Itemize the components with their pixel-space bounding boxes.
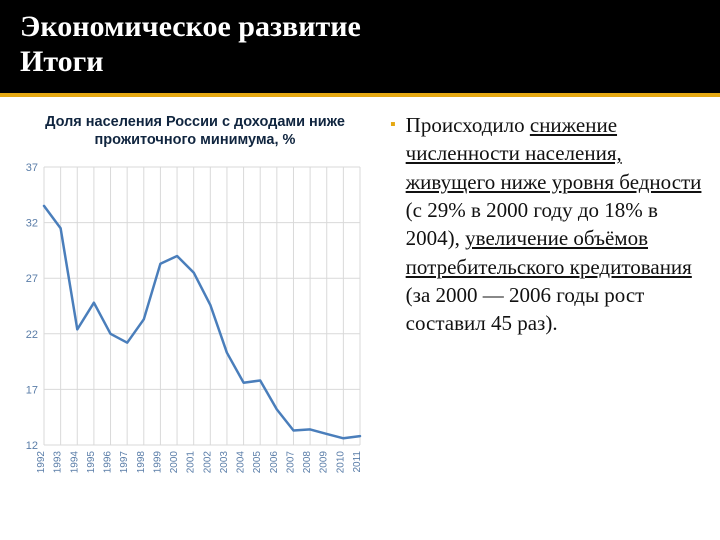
svg-text:1993: 1993 <box>53 451 64 474</box>
slide-body: Доля населения России с доходами ниже пр… <box>0 97 720 497</box>
bullet-marker-icon: ▪ <box>390 114 396 136</box>
chart-column: Доля населения России с доходами ниже пр… <box>10 107 380 487</box>
svg-text:2011: 2011 <box>352 451 363 473</box>
svg-text:2004: 2004 <box>236 451 247 474</box>
slide-header: Экономическое развитие Итоги <box>0 0 720 97</box>
bullet-text-fragment: (за 2000 — 2006 годы рост составил 45 ра… <box>406 283 645 335</box>
slide-title: Экономическое развитие Итоги <box>20 10 700 79</box>
bullet-item: ▪ Происходило снижение численности насел… <box>390 111 702 338</box>
svg-text:2008: 2008 <box>302 451 313 474</box>
title-line-1: Экономическое развитие <box>20 10 361 43</box>
svg-text:17: 17 <box>26 385 38 397</box>
svg-text:1994: 1994 <box>69 451 80 474</box>
svg-text:37: 37 <box>26 162 38 174</box>
text-column: ▪ Происходило снижение численности насел… <box>390 107 702 487</box>
line-chart: 12 17 22 27 32 37 1992 1993 1994 1995 1996 1997 1998… <box>10 157 370 487</box>
svg-text:1998: 1998 <box>136 451 147 474</box>
svg-text:2010: 2010 <box>335 451 346 474</box>
svg-text:1992: 1992 <box>36 451 47 474</box>
svg-text:2003: 2003 <box>219 451 230 474</box>
svg-text:2000: 2000 <box>169 451 180 474</box>
title-line-2: Итоги <box>20 45 104 78</box>
svg-text:1999: 1999 <box>152 451 163 474</box>
bullet-text: Происходило снижение численности населен… <box>406 111 702 338</box>
chart-svg: 12 17 22 27 32 37 1992 1993 1994 1995 1996 1997 1998… <box>10 157 370 487</box>
svg-text:2002: 2002 <box>202 451 213 474</box>
svg-text:2005: 2005 <box>252 451 263 474</box>
svg-text:2009: 2009 <box>319 451 330 474</box>
svg-text:22: 22 <box>26 329 38 341</box>
bullet-text-fragment: Происходило <box>406 113 530 137</box>
svg-text:2007: 2007 <box>285 451 296 474</box>
svg-text:2001: 2001 <box>186 451 197 474</box>
svg-text:12: 12 <box>26 440 38 452</box>
svg-text:1995: 1995 <box>86 451 97 474</box>
svg-text:1997: 1997 <box>119 451 130 474</box>
svg-text:27: 27 <box>26 273 38 285</box>
svg-text:2006: 2006 <box>269 451 280 474</box>
svg-text:32: 32 <box>26 218 38 230</box>
chart-title: Доля населения России с доходами ниже пр… <box>10 113 380 149</box>
svg-text:1996: 1996 <box>103 451 114 474</box>
